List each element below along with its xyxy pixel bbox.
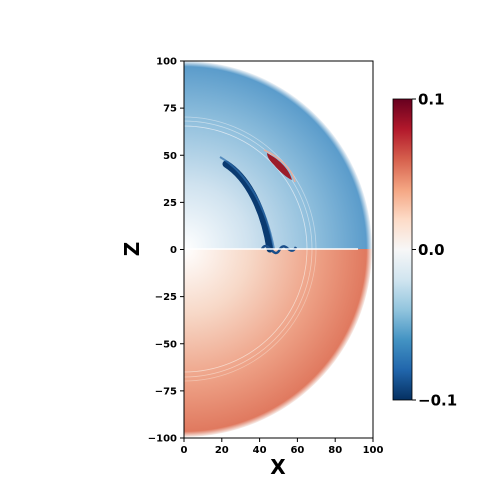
x-tick-label: 80	[328, 445, 342, 456]
y-tick-label: 100	[156, 57, 177, 68]
y-tick-label: −75	[155, 386, 177, 397]
positive-patch-edge	[263, 149, 296, 183]
colorbar-tick-label: 0.0	[418, 241, 445, 259]
colorbar-tick-label: −0.1	[418, 392, 457, 410]
y-tick-label: 0	[170, 245, 177, 256]
x-tick-label: 0	[181, 445, 188, 456]
negative-arc-halo	[219, 156, 275, 250]
colorbar	[392, 98, 413, 401]
wave-ripples	[184, 116, 317, 382]
strong-negative-arc	[222, 160, 274, 253]
y-tick-label: −50	[155, 339, 177, 350]
colorbar-tick-label: 0.1	[418, 91, 445, 109]
strong-positive-patch	[267, 153, 292, 180]
colorbar-ticks: 0.1 0.0 −0.1	[412, 91, 457, 410]
y-tick-label: 50	[163, 151, 177, 162]
y-tick-label: 25	[163, 198, 177, 209]
y-tick-label: −25	[155, 292, 177, 303]
x-axis-ticks: 0 20 40 60 80 100	[181, 438, 384, 456]
lower-half-positive-region	[184, 249, 372, 437]
y-axis-label: Z	[120, 242, 144, 257]
y-tick-label: 75	[163, 104, 177, 115]
y-tick-label: −100	[148, 434, 177, 445]
x-tick-label: 20	[215, 445, 229, 456]
x-tick-label: 100	[363, 445, 384, 456]
x-tick-label: 40	[253, 445, 267, 456]
upper-half-negative-region	[184, 61, 372, 249]
y-axis-ticks: 100 75 50 25 0 −25 −50 −75 −100	[148, 57, 184, 445]
x-tick-label: 60	[290, 445, 304, 456]
heatmap-field	[184, 61, 372, 437]
x-axis-label: X	[270, 455, 286, 479]
